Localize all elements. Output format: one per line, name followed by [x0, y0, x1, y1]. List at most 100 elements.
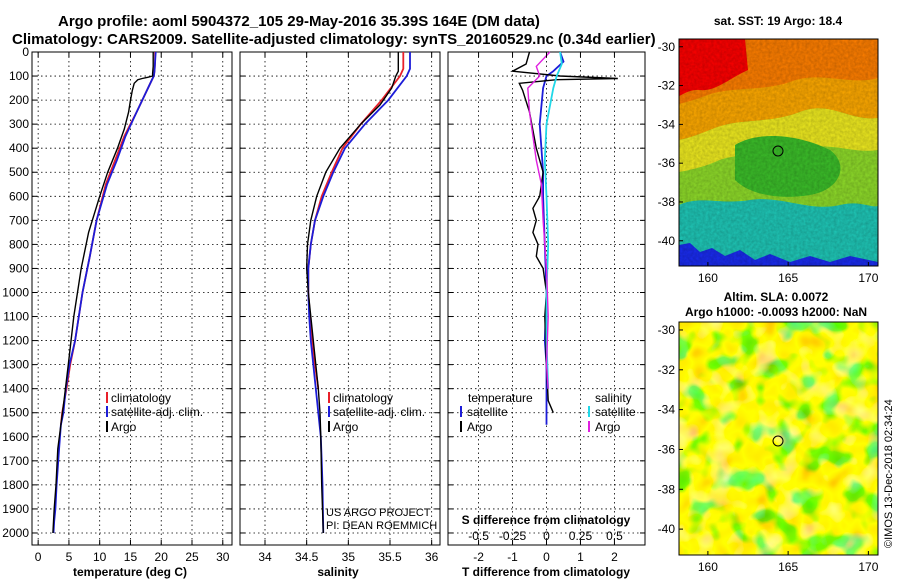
- legend-label-sal-satellite: satellite: [595, 405, 636, 419]
- temperature-xtick-label: 30: [216, 550, 230, 564]
- map-lat-label: -38: [658, 195, 676, 209]
- difference-top-tick-label: 0.25: [569, 529, 593, 543]
- difference-xlabel-bottom: T difference from climatology: [462, 565, 630, 579]
- depth-tick-label: 1400: [2, 382, 29, 396]
- difference-legend: temperature satellite Argo salinity sate…: [460, 391, 636, 434]
- legend-label-climatology: climatology: [111, 391, 171, 405]
- map-lon-label: 170: [858, 271, 878, 285]
- temperature-legend: climatology satellite-adj. clim. Argo: [106, 391, 203, 434]
- map-lat-label: -30: [658, 40, 676, 54]
- map-lat-label: -34: [658, 117, 676, 131]
- legend-label-satellite: satellite-adj. clim.: [111, 405, 203, 419]
- map-lat-label: -32: [658, 363, 676, 377]
- legend-title-salinity: salinity: [595, 391, 632, 405]
- figure-title-line2: Climatology: CARS2009. Satellite-adjuste…: [12, 31, 656, 48]
- sla-map-title-line1: Altim. SLA: 0.0072: [724, 290, 829, 304]
- depth-tick-label: 1800: [2, 478, 29, 492]
- project-credit-line2: PI: DEAN ROEMMICH: [326, 520, 437, 532]
- sst-map: [679, 39, 878, 266]
- salinity-xtick-label: 34.5: [295, 550, 319, 564]
- difference-xtick-label: -2: [473, 550, 484, 564]
- grid-layer: [32, 51, 645, 545]
- temperature-panel-frame: [31, 51, 233, 546]
- depth-tick-label: 900: [9, 261, 29, 275]
- depth-tick-label: 400: [9, 141, 29, 155]
- legend-label-argo: Argo: [111, 420, 137, 434]
- depth-tick-label: 1300: [2, 358, 29, 372]
- map-lon-label: 165: [778, 271, 798, 285]
- sla-map: [679, 322, 878, 555]
- sla-argo-marker: [772, 435, 784, 447]
- salinity-series-argo: [305, 52, 399, 534]
- difference-top-tick-label: 0.5: [606, 529, 623, 543]
- legend-title-temperature: temperature: [468, 391, 533, 405]
- temperature-xtick-label: 15: [124, 550, 138, 564]
- legend-label-argo: Argo: [333, 420, 359, 434]
- depth-tick-label: 1100: [3, 310, 29, 324]
- map-lat-label: -36: [658, 442, 676, 456]
- map-lon-label: 165: [778, 560, 798, 574]
- difference-top-tick-label: -0.25: [499, 529, 527, 543]
- temperature-xtick-label: 20: [155, 550, 169, 564]
- salinity-xtick-label: 35.5: [378, 550, 402, 564]
- difference-xlabel-top: S difference from climatology: [462, 513, 631, 527]
- sst-map-title: sat. SST: 19 Argo: 18.4: [714, 14, 843, 28]
- sst-argo-marker: [772, 145, 784, 157]
- difference-series-temperature-satellite: [538, 51, 565, 425]
- depth-tick-label: 1000: [2, 285, 29, 299]
- tick-layer: 0100200300400500600700800900100011001200…: [2, 45, 645, 564]
- temperature-xtick-label: 25: [185, 550, 199, 564]
- project-credit-line1: US ARGO PROJECT: [326, 507, 431, 519]
- map-lat-label: -32: [658, 79, 676, 93]
- legend-label-temp-argo: Argo: [467, 420, 493, 434]
- depth-tick-label: 1200: [2, 334, 29, 348]
- sla-field: [679, 322, 878, 555]
- sst-texture: [679, 39, 878, 266]
- map-lat-label: -30: [658, 323, 676, 337]
- figure-title-line1: Argo profile: aoml 5904372_105 29-May-20…: [58, 13, 540, 30]
- difference-xtick-label: 1: [577, 550, 584, 564]
- map-lat-label: -34: [658, 403, 676, 417]
- depth-tick-label: 2000: [2, 526, 29, 540]
- difference-top-tick-label: 0: [543, 529, 550, 543]
- map-lat-label: -36: [658, 156, 676, 170]
- legend-label-sal-argo: Argo: [595, 420, 621, 434]
- map-lat-label: -40: [658, 522, 676, 536]
- map-lon-label: 160: [698, 560, 718, 574]
- depth-tick-label: 1600: [2, 430, 29, 444]
- sst-map-frame: [678, 38, 879, 267]
- depth-tick-label: 500: [9, 165, 29, 179]
- difference-series-temperature-argo: [510, 51, 618, 413]
- difference-xtick-label: 2: [611, 550, 618, 564]
- difference-xtick-label: 0: [543, 550, 550, 564]
- sla-map-axes: -30 -32 -34 -36 -38 -40 160 165 170: [658, 323, 879, 574]
- map-lat-label: -40: [658, 234, 676, 248]
- imos-credit: ©IMOS 13-Dec-2018 02:34:24: [883, 399, 895, 548]
- sla-map-title-line2: Argo h1000: -0.0093 h2000: NaN: [685, 305, 867, 319]
- legend-label-temp-satellite: satellite: [467, 405, 508, 419]
- difference-series-salinity-argo: [527, 51, 551, 389]
- salinity-xtick-label: 34: [258, 550, 272, 564]
- temperature-xtick-label: 5: [66, 550, 73, 564]
- depth-tick-label: 0: [22, 45, 29, 59]
- temperature-series-satellite-adj-clim-: [52, 51, 157, 534]
- sst-map-axes: -30 -32 -34 -36 -38 -40 160 165 170: [658, 40, 879, 285]
- temperature-series-climatology: [60, 52, 157, 425]
- salinity-xlabel: salinity: [317, 565, 359, 579]
- map-lon-label: 170: [858, 560, 878, 574]
- difference-xtick-label: -1: [507, 550, 518, 564]
- temperature-xtick-label: 10: [93, 550, 107, 564]
- depth-tick-label: 300: [9, 117, 29, 131]
- temperature-series-argo: [52, 52, 154, 534]
- temperature-xlabel: temperature (deg C): [73, 565, 187, 579]
- depth-tick-label: 100: [9, 69, 29, 83]
- legend-label-climatology: climatology: [333, 391, 393, 405]
- salinity-legend: climatology satellite-adj. clim. Argo: [328, 391, 425, 434]
- depth-tick-label: 600: [9, 189, 29, 203]
- salinity-panel-frame: [239, 51, 441, 546]
- salinity-xtick-label: 36: [425, 550, 439, 564]
- salinity-series-satellite-adj-clim-: [307, 52, 411, 534]
- depth-tick-label: 1900: [2, 502, 29, 516]
- depth-tick-label: 1500: [2, 406, 29, 420]
